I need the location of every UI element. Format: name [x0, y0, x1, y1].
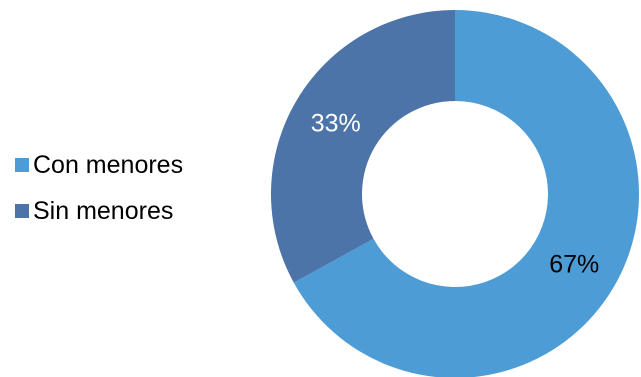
- legend-swatch-con-menores: [15, 158, 29, 172]
- slice-labels: 67% 33%: [311, 109, 599, 278]
- slice-con-menores: [293, 10, 639, 377]
- legend-label-con-menores: Con menores: [33, 150, 184, 179]
- legend-swatch-sin-menores: [15, 204, 29, 218]
- legend-label-sin-menores: Sin menores: [33, 196, 174, 225]
- data-label-con-menores: 67%: [549, 251, 599, 279]
- legend: Con menores Sin menores: [15, 150, 184, 245]
- legend-item-con-menores: Con menores: [15, 150, 184, 179]
- legend-item-sin-menores: Sin menores: [15, 196, 183, 225]
- slices: [271, 10, 639, 377]
- slice-sin-menores: [271, 10, 455, 283]
- data-label-sin-menores: 33%: [311, 109, 361, 137]
